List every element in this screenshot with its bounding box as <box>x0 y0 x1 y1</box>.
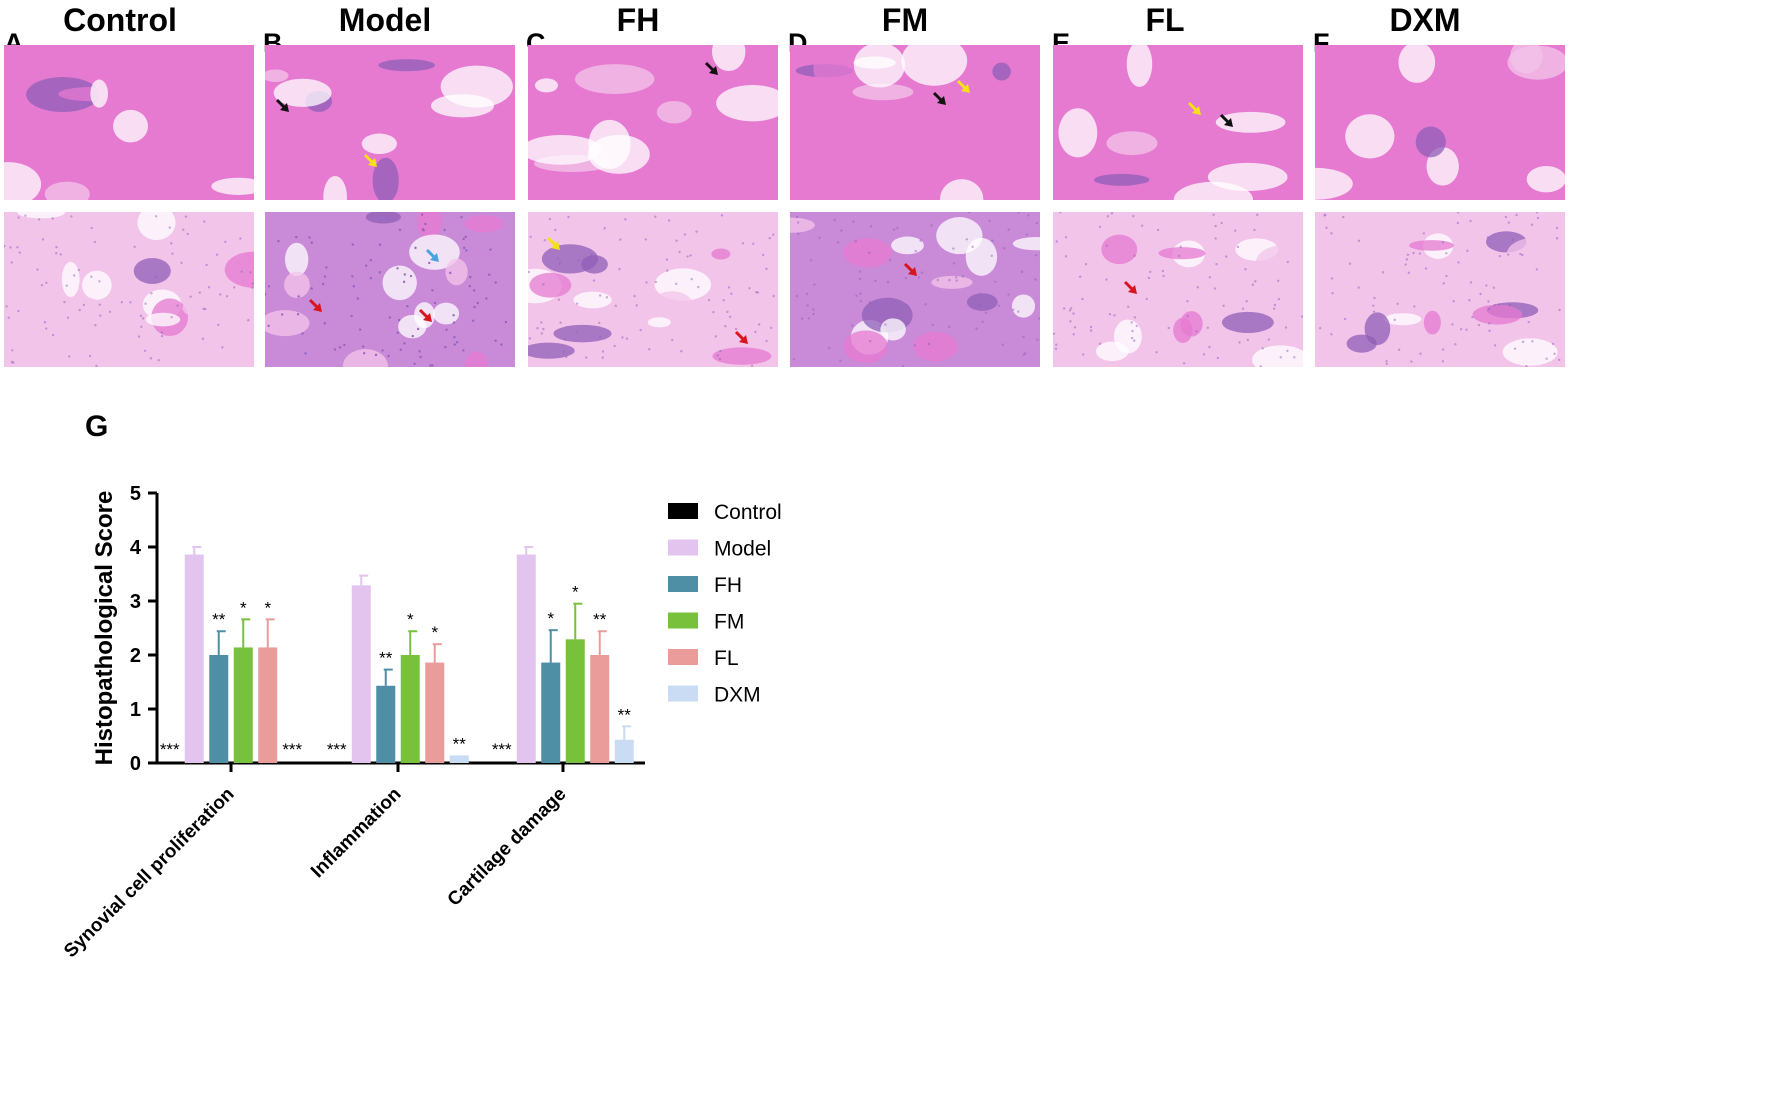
significance-label: * <box>407 610 414 629</box>
bar-model <box>184 554 204 763</box>
significance-label: ** <box>593 610 607 629</box>
x-tick-label: Synovial cell proliferation <box>60 784 238 962</box>
panel-title-control: Control <box>63 2 177 38</box>
bar-fh <box>541 662 561 763</box>
significance-label: * <box>547 609 554 628</box>
bar-fm <box>565 639 585 763</box>
blue-arrow-icon <box>425 248 439 262</box>
bar-fl <box>258 647 278 763</box>
yellow-arrow-icon <box>956 79 970 93</box>
legend-label-fh: FH <box>714 574 742 597</box>
bar-model <box>351 585 371 763</box>
y-tick-label: 2 <box>130 645 141 667</box>
y-tick-label: 4 <box>130 537 142 559</box>
black-arrow-icon <box>1219 113 1233 127</box>
significance-label: * <box>572 583 579 602</box>
yellow-arrow-icon <box>363 153 377 167</box>
legend-swatch-dxm <box>668 685 698 702</box>
panel-title-fh: FH <box>616 2 660 38</box>
legend-swatch-control <box>668 503 698 519</box>
histology-fl-high-mag <box>1053 212 1303 367</box>
red-arrow-icon <box>418 308 432 322</box>
red-arrow-icon <box>734 330 748 344</box>
significance-label: ** <box>212 610 226 629</box>
significance-label: *** <box>282 740 302 759</box>
bar-fh <box>209 655 229 763</box>
panel-title-fl: FL <box>1145 2 1185 38</box>
yellow-arrow-icon <box>546 236 560 250</box>
histology-control-low-mag <box>4 45 254 200</box>
y-tick-label: 3 <box>130 591 141 613</box>
significance-label: ** <box>379 649 393 668</box>
bar-fm <box>233 647 253 763</box>
significance-label: *** <box>327 740 347 759</box>
significance-label: *** <box>160 740 180 759</box>
legend-swatch-model <box>668 539 698 556</box>
legend-swatch-fl <box>668 649 698 665</box>
significance-label: ** <box>618 705 632 724</box>
panel-title-fm: FM <box>881 2 929 38</box>
y-tick-label: 1 <box>130 699 141 721</box>
histology-dxm-low-mag <box>1315 45 1565 200</box>
panel-title-dxm: DXM <box>1389 2 1461 38</box>
significance-label: * <box>264 598 271 617</box>
legend-label-fm: FM <box>714 611 744 634</box>
histology-fm-high-mag <box>790 212 1040 367</box>
y-tick-label: 0 <box>130 753 141 775</box>
significance-label: ** <box>453 734 467 753</box>
bar-dxm <box>614 739 634 763</box>
histology-model-low-mag <box>265 45 515 200</box>
histology-fh-low-mag <box>528 45 778 200</box>
x-tick-label: Inflammation <box>307 784 405 882</box>
histology-fm-low-mag <box>790 45 1040 200</box>
legend-swatch-fh <box>668 576 698 592</box>
histology-model-high-mag <box>265 212 515 367</box>
legend-label-control: Control <box>714 501 782 524</box>
y-tick-label: 5 <box>130 483 141 505</box>
black-arrow-icon <box>932 91 946 105</box>
bar-fm <box>400 655 420 763</box>
bar-model <box>516 554 536 763</box>
legend-swatch-fm <box>668 612 698 629</box>
yellow-arrow-icon <box>1187 101 1201 115</box>
panel-title-model: Model <box>338 2 432 38</box>
significance-label: * <box>240 598 247 617</box>
bar-fl <box>425 662 445 763</box>
black-arrow-icon <box>275 98 289 112</box>
legend-label-model: Model <box>714 538 771 561</box>
bar-fl <box>590 655 610 763</box>
histopathology-bar-chart: 0 1 2 3 4 5 Histopathological Score Synovial ce… <box>60 483 782 962</box>
red-arrow-icon <box>308 298 322 312</box>
histology-fl-low-mag <box>1053 45 1303 200</box>
significance-label: * <box>431 623 438 642</box>
panel-letter-g: G <box>85 410 109 443</box>
histology-fh-high-mag <box>528 212 778 367</box>
significance-label: *** <box>492 740 512 759</box>
legend-label-dxm: DXM <box>714 684 761 707</box>
legend-label-fl: FL <box>714 647 739 670</box>
bar-dxm <box>449 755 469 763</box>
red-arrow-icon <box>903 262 917 276</box>
x-tick-label: Cartilage damage <box>444 784 571 911</box>
bar-fh <box>376 685 396 763</box>
histology-control-high-mag <box>4 212 254 367</box>
black-arrow-icon <box>704 61 718 75</box>
y-axis-label: Histopathological Score <box>91 491 118 766</box>
red-arrow-icon <box>1123 280 1137 294</box>
histology-dxm-high-mag <box>1315 212 1565 367</box>
